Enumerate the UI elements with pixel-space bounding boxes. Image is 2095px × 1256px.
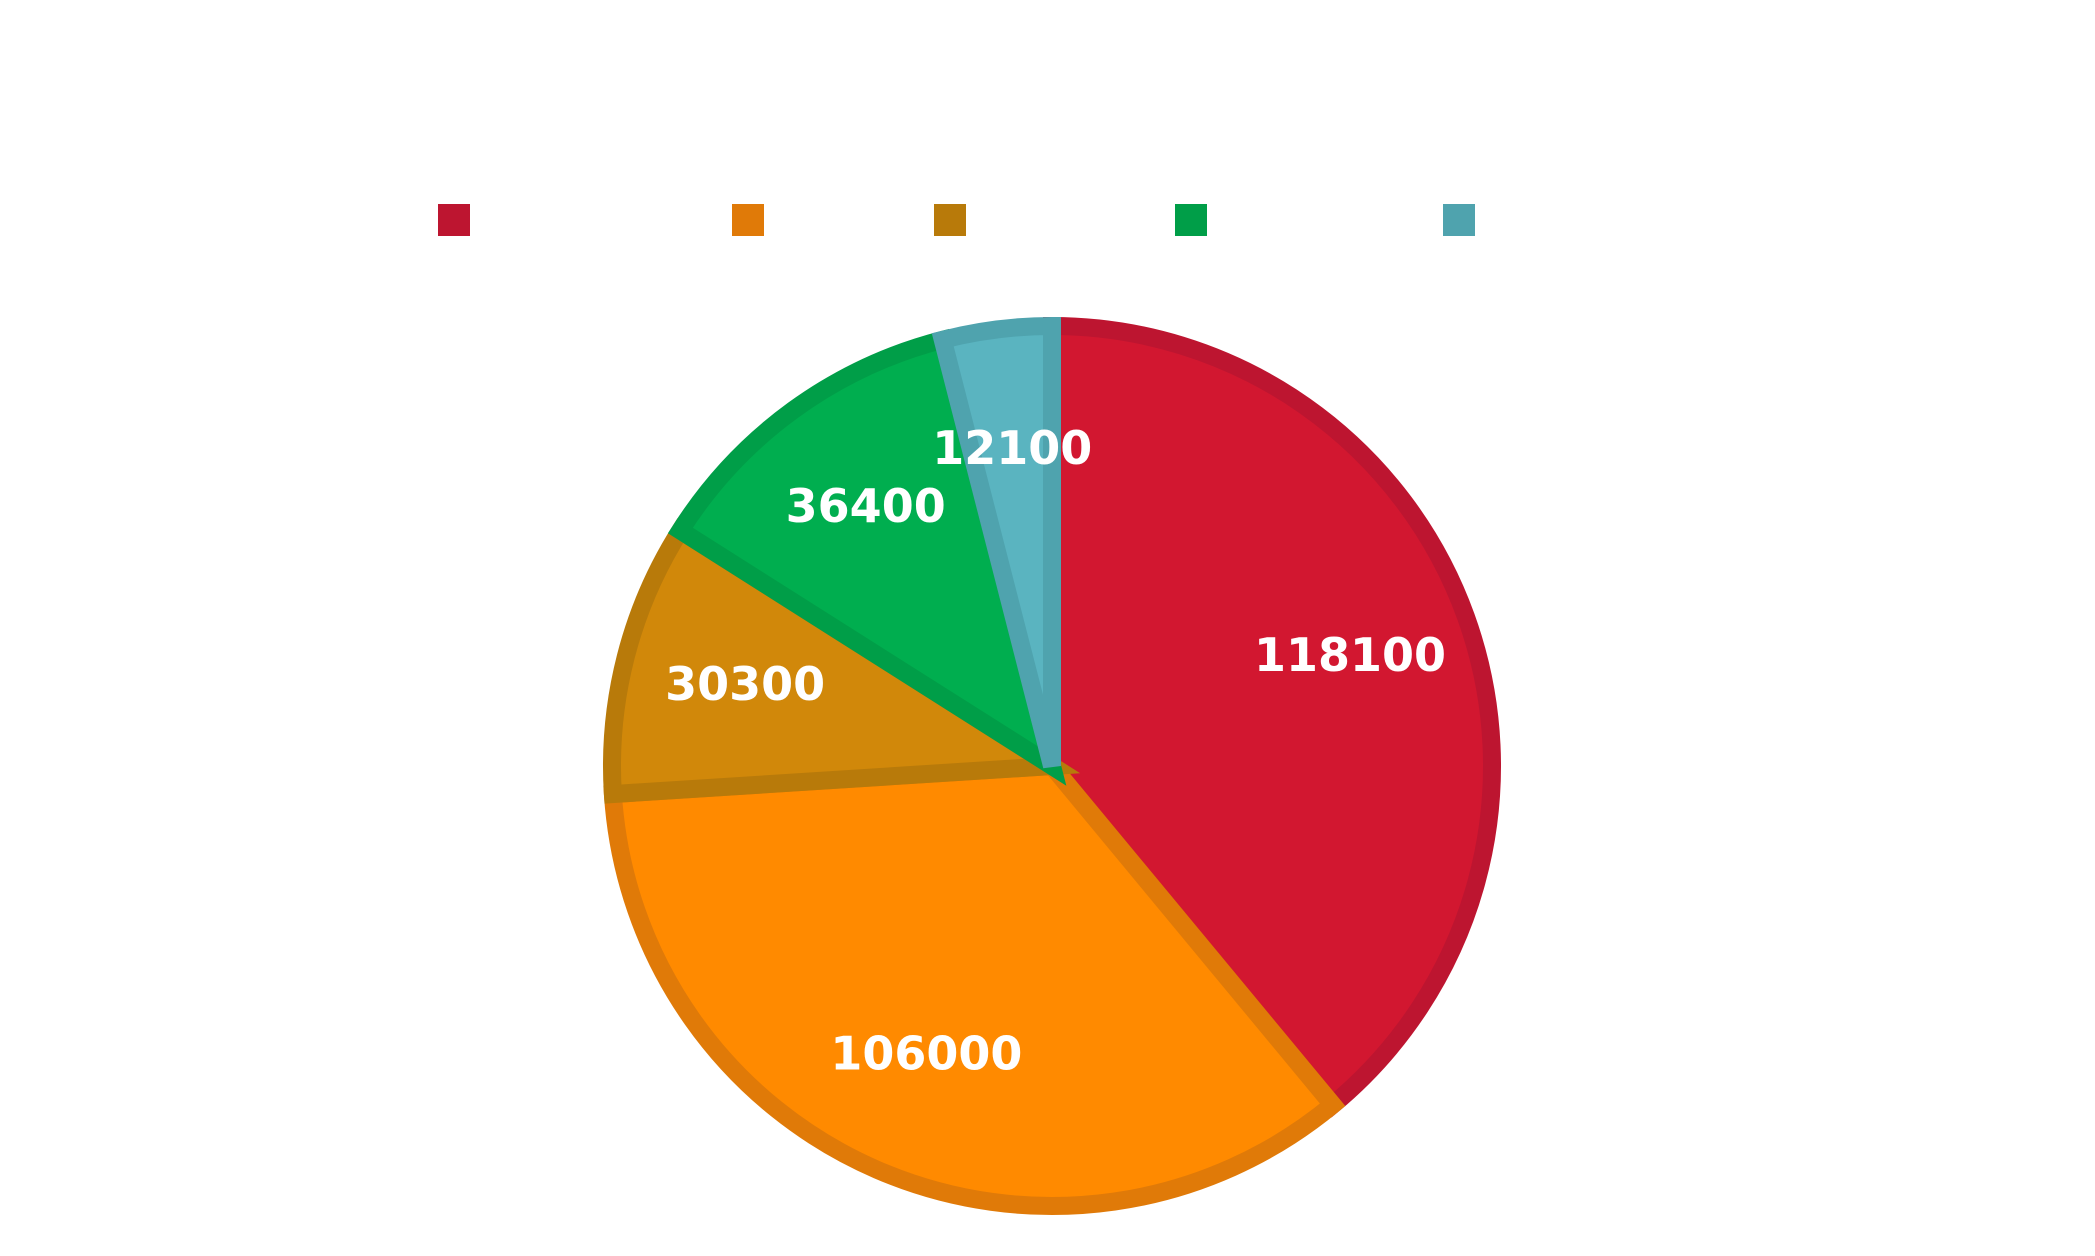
data-label-30300: 30300 xyxy=(665,657,825,711)
pie-slice-118100 xyxy=(1043,316,1501,1118)
pie-slices xyxy=(603,316,1501,1215)
chart-legend xyxy=(438,204,1475,236)
data-label-36400: 36400 xyxy=(786,479,946,533)
legend-swatch-3 xyxy=(934,204,966,236)
pie-slice-106000 xyxy=(603,756,1346,1215)
data-label-12100: 12100 xyxy=(932,421,1092,475)
legend-swatch-5 xyxy=(1443,204,1475,236)
data-label-118100: 118100 xyxy=(1254,628,1446,682)
legend-swatch-2 xyxy=(732,204,764,236)
data-label-106000: 106000 xyxy=(830,1026,1022,1080)
legend-swatch-1 xyxy=(438,204,470,236)
pie-slice-12100 xyxy=(931,316,1061,769)
pie-slice-30300 xyxy=(603,518,1081,804)
legend-swatch-4 xyxy=(1175,204,1207,236)
pie-slice-36400 xyxy=(667,328,1067,786)
